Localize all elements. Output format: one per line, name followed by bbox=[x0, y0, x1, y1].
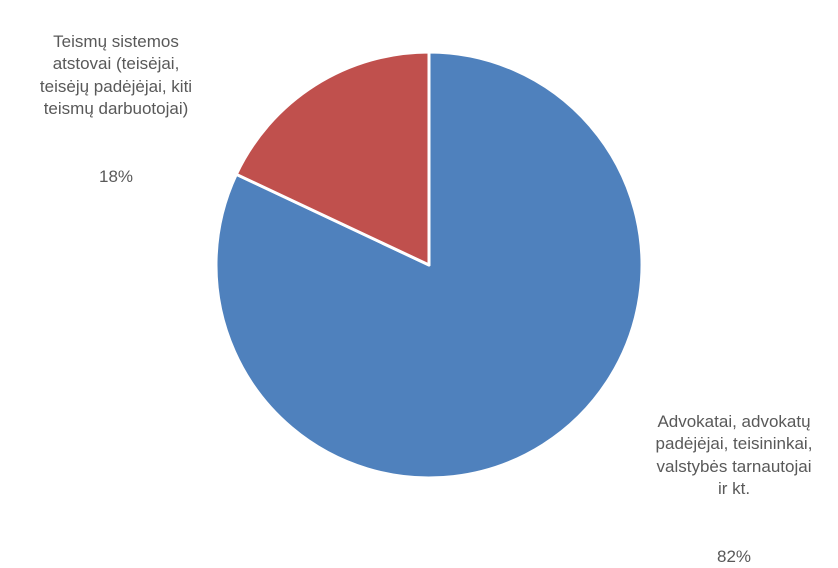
pie-chart-plot bbox=[214, 50, 644, 480]
pie-slice-1 bbox=[234, 50, 431, 267]
slice-label-percent: 82% bbox=[716, 546, 752, 566]
pie-slice-0 bbox=[214, 50, 644, 480]
slice-label-percent: 18% bbox=[98, 166, 134, 186]
slice-label-text: Advokatai, advokatų padėjėjai, teisinink… bbox=[655, 411, 813, 499]
slice-label-teismu-sistemos-atstovai: Teismų sistemos atstovai (teisėjai, teis… bbox=[0, 8, 232, 188]
pie-chart: Teismų sistemos atstovai (teisėjai, teis… bbox=[0, 8, 813, 566]
slice-label-advokatai: Advokatai, advokatų padėjėjai, teisinink… bbox=[634, 388, 834, 568]
slice-label-text: Teismų sistemos atstovai (teisėjai, teis… bbox=[39, 31, 193, 119]
